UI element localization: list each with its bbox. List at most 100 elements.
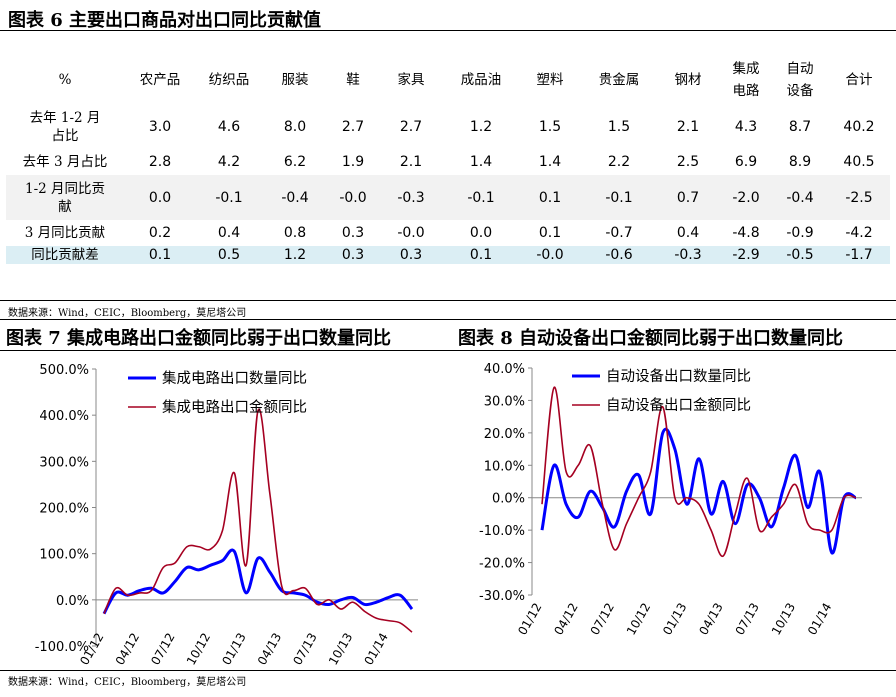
column-header: 贵金属 xyxy=(598,72,640,88)
title-rule xyxy=(0,30,896,31)
column-header: 家具 xyxy=(397,72,425,88)
table-cell: 0.3 xyxy=(341,225,365,241)
column-header: 集成电路 xyxy=(732,61,760,99)
series-line-1 xyxy=(103,408,413,633)
legend-label: 自动设备出口数量同比 xyxy=(606,368,751,385)
table-cell: 0.1 xyxy=(538,225,562,241)
table-cell: 0.3 xyxy=(328,246,378,264)
table-cell: -2.9 xyxy=(720,246,772,264)
x-tick-label: 04/13 xyxy=(696,601,725,638)
y-tick-label: 400.0% xyxy=(39,409,89,424)
x-tick-label: 10/13 xyxy=(769,601,798,638)
y-tick-label: 0.0% xyxy=(492,492,525,507)
x-tick-label: 10/13 xyxy=(326,631,355,668)
table-cell: 2.1 xyxy=(399,154,423,170)
table-cell: -0.9 xyxy=(786,225,814,241)
y-tick-label: 40.0% xyxy=(484,362,525,377)
row-label: 1-2 月同比贡献 xyxy=(6,175,124,220)
y-tick-label: 0.0% xyxy=(56,594,89,609)
table-cell: 1.2 xyxy=(262,246,328,264)
row-label: 3 月同比贡献 xyxy=(24,225,106,241)
legend-label: 集成电路出口数量同比 xyxy=(162,370,307,387)
figure8-title: 图表 8 自动设备出口金额同比弱于出口数量同比 xyxy=(458,328,844,349)
table-cell: 0.8 xyxy=(283,225,307,241)
table-cell: 2.7 xyxy=(399,118,423,135)
column-header: 自动设备 xyxy=(786,61,814,99)
table-cell: 0.1 xyxy=(518,175,582,220)
table-cell: 0.4 xyxy=(217,225,241,241)
table-cell: 2.7 xyxy=(341,118,365,135)
y-tick-label: -20.0% xyxy=(479,557,525,572)
row-label: 同比贡献差 xyxy=(6,246,124,264)
column-header: 农产品 xyxy=(139,72,181,88)
x-tick-label: 10/12 xyxy=(184,631,213,668)
column-header: 塑料 xyxy=(536,72,564,88)
figure6-source: 数据来源：Wind，CEIC，Bloomberg，莫尼塔公司 xyxy=(8,308,247,319)
y-tick-label: 200.0% xyxy=(39,502,89,517)
column-header: 服装 xyxy=(281,72,309,88)
table-cell: 0.1 xyxy=(124,246,196,264)
ic-export-chart: -100.0% 0.0% 100.0% 200.0% 300.0% 400.0% 500.0… xyxy=(35,363,418,668)
table-cell: 1.2 xyxy=(469,118,493,135)
figure6-rule xyxy=(0,319,896,320)
table-cell: 0.3 xyxy=(378,246,444,264)
legend-label: 集成电路出口金额同比 xyxy=(162,399,307,416)
x-tick-label: 10/12 xyxy=(624,601,653,638)
table-row: 1-2 月同比贡献 0.0 -0.1 -0.4 -0.0 -0.3 -0.1 0.1 -0.1 0… xyxy=(6,175,890,220)
x-tick-label: 07/13 xyxy=(733,601,762,638)
series-line-1 xyxy=(541,386,857,557)
charts-bottom-rule xyxy=(0,670,896,671)
series-line-0 xyxy=(540,427,857,555)
table-cell: 1.9 xyxy=(341,154,365,170)
x-tick-label: 01/14 xyxy=(805,601,834,638)
x-tick-label: 07/13 xyxy=(290,631,319,668)
table-cell: 8.0 xyxy=(283,118,307,135)
table-cell: 0.5 xyxy=(196,246,262,264)
table-cell: -0.1 xyxy=(582,175,656,220)
table-cell: 4.3 xyxy=(734,118,758,135)
y-tick-label: -100.0% xyxy=(35,640,89,655)
y-tick-label: 10.0% xyxy=(484,459,525,474)
table-cell: -0.3 xyxy=(656,246,720,264)
table-cell: -0.6 xyxy=(582,246,656,264)
charts-title-rule xyxy=(0,350,896,351)
table-cell: 0.0 xyxy=(124,175,196,220)
y-tick-label: 100.0% xyxy=(39,548,89,563)
y-tick-label: 500.0% xyxy=(39,363,89,378)
series-line-0 xyxy=(102,548,414,615)
table-cell: 2.5 xyxy=(676,154,700,170)
table-cell: 4.6 xyxy=(217,118,241,135)
table-cell: 1.5 xyxy=(607,118,631,135)
legend-label: 自动设备出口金额同比 xyxy=(606,397,751,414)
table-cell: -0.4 xyxy=(772,175,828,220)
table-cell: 6.2 xyxy=(283,154,307,170)
y-tick-label: 30.0% xyxy=(484,394,525,409)
table-cell: -0.1 xyxy=(444,175,518,220)
x-tick-label: 04/12 xyxy=(113,631,142,668)
table-cell: -0.0 xyxy=(328,175,378,220)
table-cell: -4.8 xyxy=(732,225,760,241)
x-tick-label: 04/13 xyxy=(255,631,284,668)
column-header: 钢材 xyxy=(674,72,702,88)
column-header: 成品油 xyxy=(460,72,502,88)
x-tick-label: 01/13 xyxy=(660,601,689,638)
x-tick-label: 04/12 xyxy=(551,601,580,638)
figure7-source: 数据来源：Wind，CEIC，Bloomberg，莫尼塔公司 xyxy=(8,677,247,688)
row-label: 去年 3 月占比 xyxy=(22,154,108,170)
x-tick-label: 01/13 xyxy=(219,631,248,668)
table-cell: 3.0 xyxy=(148,118,172,135)
y-tick-label: -10.0% xyxy=(479,524,525,539)
column-header: 合计 xyxy=(845,72,873,88)
table-cell: -0.3 xyxy=(378,175,444,220)
table-cell: -0.5 xyxy=(772,246,828,264)
table-cell: 2.8 xyxy=(148,154,172,170)
table-cell: -2.0 xyxy=(720,175,772,220)
table-cell: -0.1 xyxy=(196,175,262,220)
table-cell: 8.7 xyxy=(788,118,812,135)
table-cell: -4.2 xyxy=(845,225,873,241)
table-cell: -0.4 xyxy=(262,175,328,220)
column-header: 纺织品 xyxy=(208,72,250,88)
table-cell: 4.2 xyxy=(217,154,241,170)
figure6-title: 图表 6 主要出口商品对出口同比贡献值 xyxy=(8,10,322,31)
table-cell: 40.2 xyxy=(843,118,875,135)
